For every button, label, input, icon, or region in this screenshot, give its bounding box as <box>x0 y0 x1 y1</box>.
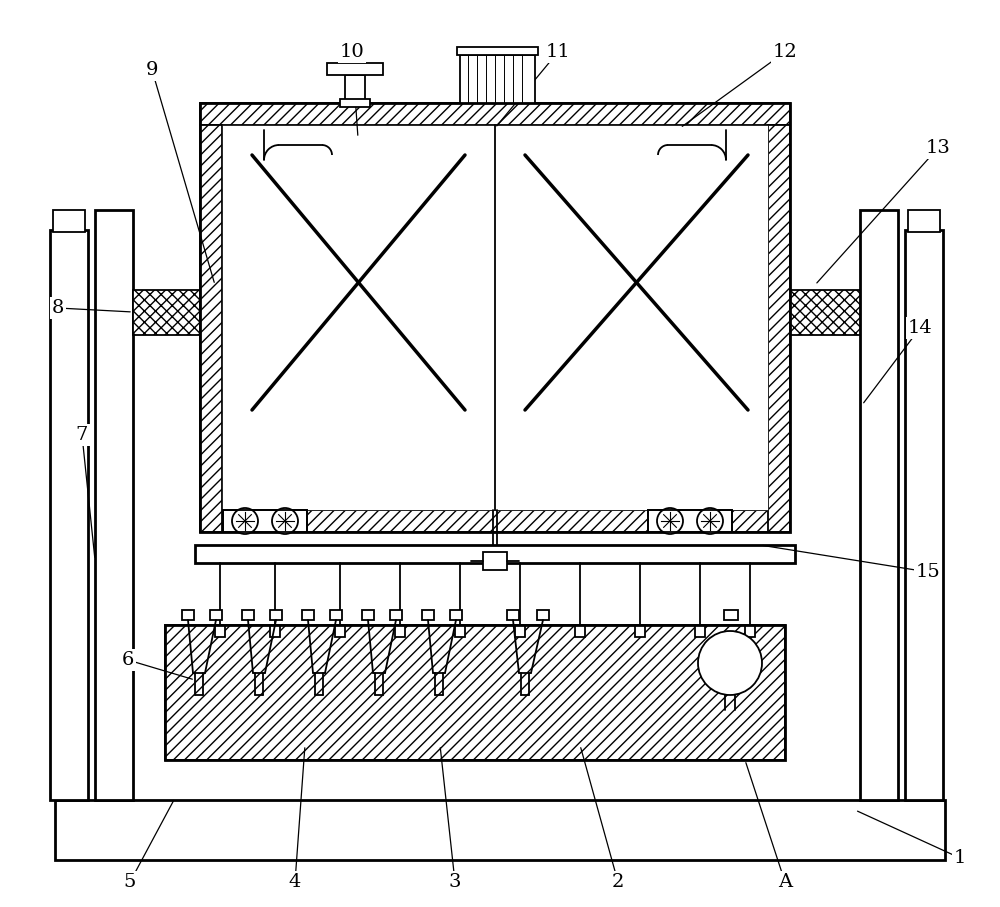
Bar <box>200 103 790 532</box>
Bar <box>362 610 374 620</box>
Text: 9: 9 <box>146 61 158 79</box>
Text: 7: 7 <box>76 426 88 444</box>
Bar <box>223 510 307 532</box>
Bar <box>50 230 88 800</box>
Bar <box>345 75 365 103</box>
Bar <box>340 99 370 107</box>
Bar <box>724 610 738 620</box>
Text: 1: 1 <box>954 849 966 867</box>
Text: 10: 10 <box>340 43 364 61</box>
Bar <box>695 625 705 637</box>
Bar <box>450 610 462 620</box>
Text: A: A <box>778 873 792 891</box>
Bar <box>768 125 790 532</box>
Text: 15: 15 <box>916 563 940 581</box>
Circle shape <box>657 508 683 534</box>
Bar <box>790 290 860 335</box>
Bar <box>270 625 280 637</box>
Text: 6: 6 <box>122 651 134 669</box>
Text: 13: 13 <box>926 139 950 157</box>
Bar <box>422 610 434 620</box>
Bar <box>95 210 133 800</box>
Text: 3: 3 <box>449 873 461 891</box>
Text: 5: 5 <box>124 873 136 891</box>
Bar <box>165 625 785 760</box>
Circle shape <box>272 508 298 534</box>
Bar <box>395 625 405 637</box>
Bar <box>200 103 790 125</box>
Bar <box>270 610 282 620</box>
Bar <box>53 210 85 232</box>
Bar <box>860 210 898 800</box>
Bar <box>165 625 785 760</box>
Bar <box>908 210 940 232</box>
Bar <box>460 55 535 103</box>
Bar <box>302 610 314 620</box>
Bar <box>455 625 465 637</box>
Bar <box>222 125 768 510</box>
Bar <box>223 510 307 532</box>
Bar <box>330 610 342 620</box>
Text: 2: 2 <box>612 873 624 891</box>
Bar <box>648 510 732 532</box>
Bar <box>215 625 225 637</box>
Circle shape <box>232 508 258 534</box>
Circle shape <box>698 631 762 695</box>
Bar <box>210 610 222 620</box>
Bar <box>537 610 549 620</box>
Text: 8: 8 <box>52 299 64 317</box>
Bar <box>745 625 755 637</box>
Bar <box>182 610 194 620</box>
Bar <box>648 510 732 532</box>
Bar <box>133 290 200 335</box>
Bar <box>195 545 795 563</box>
Bar <box>575 625 585 637</box>
Bar <box>390 610 402 620</box>
Bar <box>200 125 222 532</box>
Bar <box>905 230 943 800</box>
Circle shape <box>697 508 723 534</box>
Bar <box>242 610 254 620</box>
Bar <box>515 625 525 637</box>
Text: 11: 11 <box>546 43 570 61</box>
Text: 4: 4 <box>289 873 301 891</box>
Text: 12: 12 <box>773 43 797 61</box>
Bar <box>327 63 383 75</box>
Bar <box>55 800 945 860</box>
Bar <box>635 625 645 637</box>
Bar <box>200 510 790 532</box>
Bar <box>507 610 519 620</box>
Bar <box>483 552 507 570</box>
Bar <box>335 625 345 637</box>
Text: 14: 14 <box>908 319 932 337</box>
Bar <box>457 47 538 55</box>
